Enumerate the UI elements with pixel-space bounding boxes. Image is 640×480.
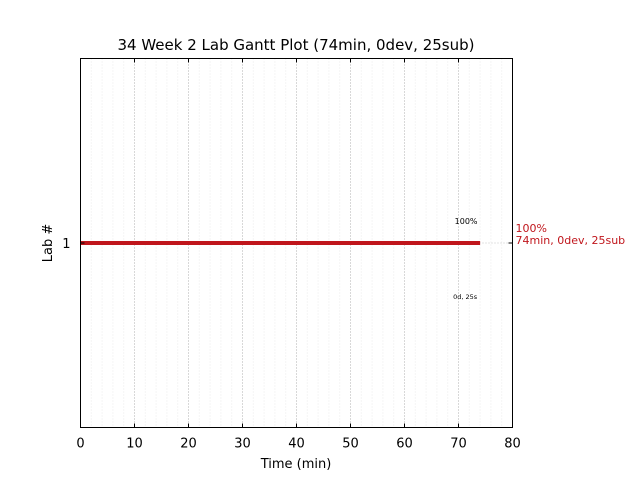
x-tick-label: 50 — [342, 437, 359, 452]
x-tick-label: 0 — [76, 437, 84, 452]
bar-label-below: 0d, 25s — [453, 293, 478, 301]
bar-label-above: 100% — [455, 217, 478, 226]
x-tick-label: 40 — [288, 437, 305, 452]
y-tick-label: 1 — [62, 237, 70, 252]
x-tick-label: 70 — [450, 437, 467, 452]
chart-title: 34 Week 2 Lab Gantt Plot (74min, 0dev, 2… — [117, 36, 474, 54]
y-axis-ticks: 1 — [62, 237, 513, 252]
side-label-summary: 74min, 0dev, 25sub — [516, 234, 626, 247]
x-tick-label: 20 — [180, 437, 197, 452]
x-axis-label: Time (min) — [260, 457, 332, 472]
x-axis-ticks: 0 10 20 30 40 50 60 70 80 — [76, 58, 521, 452]
x-tick-label: 30 — [234, 437, 251, 452]
x-tick-label: 10 — [126, 437, 143, 452]
side-label-percent: 100% — [516, 222, 547, 235]
y-axis-label: Lab # — [41, 224, 56, 263]
x-tick-label: 80 — [504, 437, 521, 452]
x-tick-label: 60 — [396, 437, 413, 452]
